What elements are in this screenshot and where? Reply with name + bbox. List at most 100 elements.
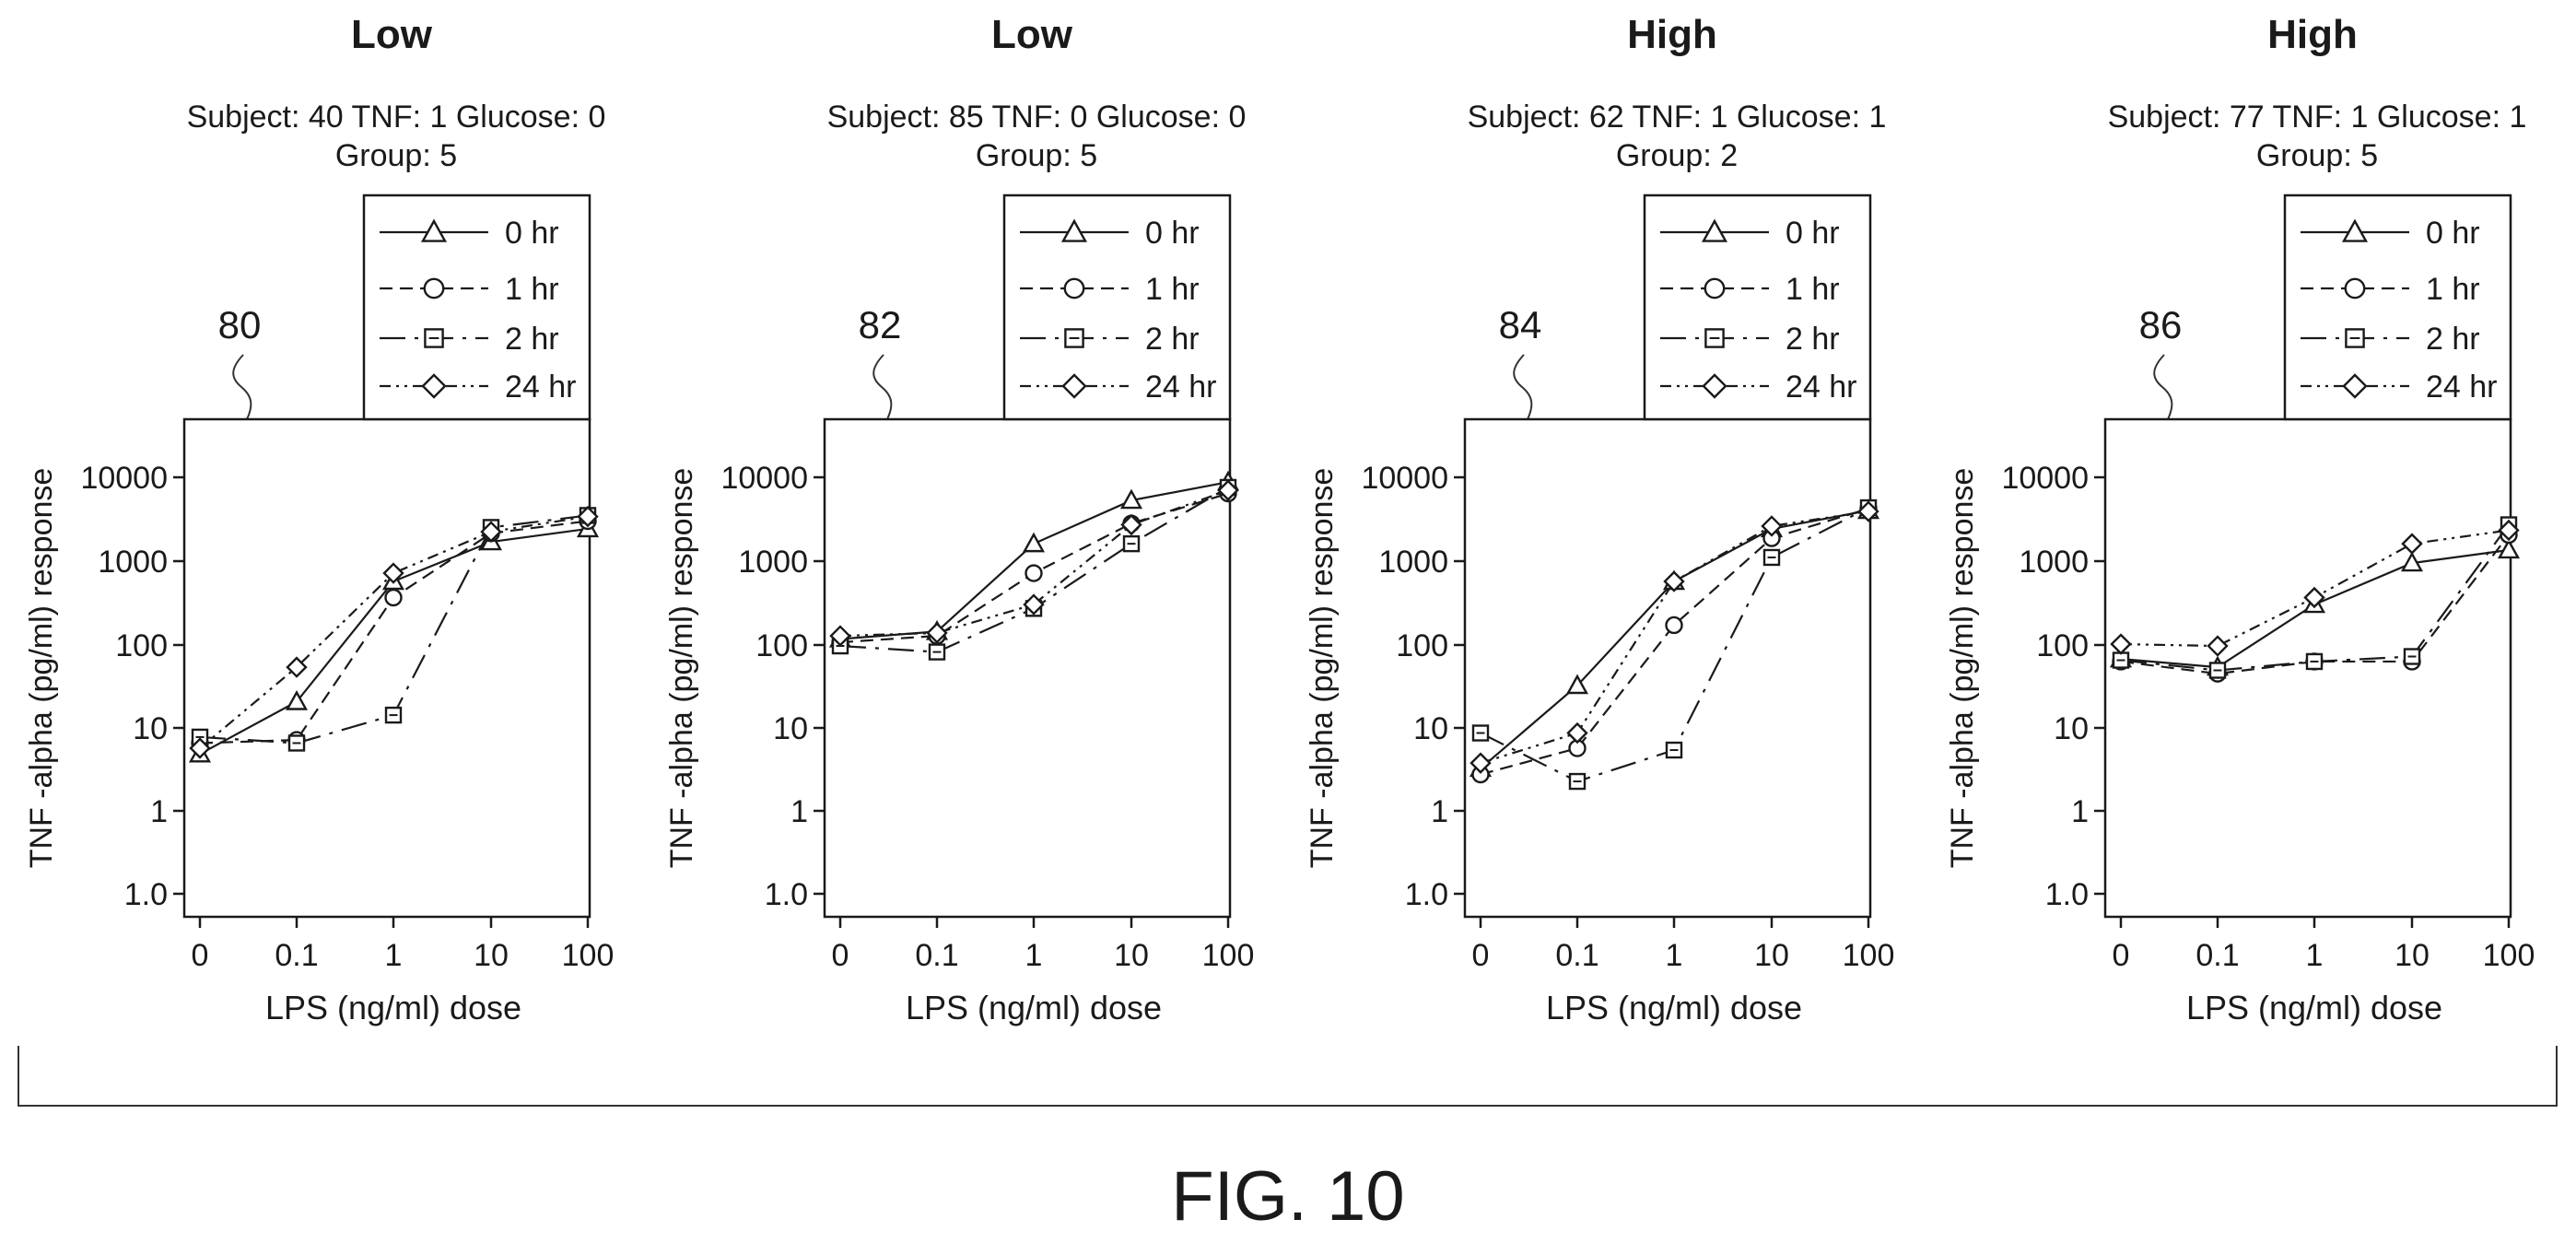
x-tick-label: 1 bbox=[1025, 938, 1043, 973]
data-point bbox=[1566, 721, 1588, 745]
legend-swatch-marker-triangle bbox=[1060, 218, 1088, 242]
data-point bbox=[1022, 532, 1046, 553]
data-point bbox=[2207, 635, 2229, 657]
chart-subtitle-line1: Subject: 62 TNF: 1 Glucose: 1 bbox=[1468, 100, 1887, 135]
legend-swatch-marker-triangle bbox=[2341, 218, 2369, 242]
data-point bbox=[1471, 724, 1490, 742]
y-tick-label: 10 bbox=[2054, 711, 2089, 746]
legend-label: 0 hr bbox=[1145, 216, 1200, 251]
legend-swatch-marker-diamond bbox=[421, 373, 447, 399]
legend-label: 1 hr bbox=[1145, 272, 1200, 307]
data-point bbox=[1761, 515, 1783, 537]
legend-label: 1 hr bbox=[2426, 272, 2480, 307]
figure-caption: FIG. 10 bbox=[1171, 1157, 1405, 1236]
data-point bbox=[926, 622, 948, 644]
chart-subtitle-line2: Group: 5 bbox=[976, 138, 1097, 173]
legend-swatch-marker-square bbox=[2345, 328, 2365, 348]
data-point bbox=[1565, 674, 1589, 695]
legend: 0 hr 1 hr 2 hr 24 hr bbox=[1002, 193, 1232, 421]
x-axis-label: LPS (ng/ml) dose bbox=[265, 989, 521, 1026]
y-tick-label: 100 bbox=[115, 628, 168, 663]
legend-label: 24 hr bbox=[2426, 369, 2498, 405]
reference-leader-line bbox=[872, 354, 893, 420]
data-point bbox=[2497, 538, 2521, 559]
y-axis-label: TNF -alpha (pg/ml) response bbox=[1945, 468, 1980, 869]
data-point bbox=[1023, 593, 1045, 616]
series-line bbox=[1480, 507, 1869, 783]
data-point bbox=[189, 737, 211, 759]
x-tick-label: 10 bbox=[474, 938, 509, 973]
reference-numeral: 84 bbox=[1499, 303, 1542, 346]
plot-frame bbox=[182, 417, 591, 919]
series-24-hr bbox=[829, 479, 1239, 647]
x-tick-label: 0 bbox=[2113, 938, 2130, 973]
legend-label: 2 hr bbox=[1145, 322, 1200, 357]
data-point bbox=[1119, 488, 1143, 510]
data-point bbox=[1217, 479, 1239, 501]
legend-swatch-marker-diamond bbox=[2342, 373, 2368, 399]
series-24-hr bbox=[1469, 500, 1879, 774]
legend-swatch-marker-diamond bbox=[1061, 373, 1087, 399]
legend-label: 2 hr bbox=[2426, 322, 2480, 357]
x-tick-label: 1 bbox=[385, 938, 403, 973]
data-point bbox=[1568, 772, 1587, 791]
y-axis-label: TNF -alpha (pg/ml) response bbox=[24, 468, 59, 869]
reference-leader-line bbox=[232, 354, 252, 420]
reference-numeral: 82 bbox=[859, 303, 902, 346]
legend-label: 0 hr bbox=[2426, 216, 2480, 251]
x-tick-label: 0 bbox=[832, 938, 849, 973]
chart-title: High bbox=[2267, 12, 2358, 57]
chart-title: High bbox=[1627, 12, 1717, 57]
data-point bbox=[2305, 652, 2324, 671]
x-tick-label: 10 bbox=[1114, 938, 1149, 973]
data-point bbox=[2403, 648, 2421, 665]
legend-swatch-marker-circle bbox=[2344, 277, 2366, 299]
data-point bbox=[2303, 586, 2325, 609]
series-line bbox=[1480, 509, 1869, 769]
data-point bbox=[1762, 548, 1781, 567]
legend-swatch-marker-triangle bbox=[1701, 218, 1728, 242]
data-point bbox=[2112, 651, 2130, 669]
data-point bbox=[1665, 741, 1683, 759]
reference-leader-line bbox=[2153, 354, 2173, 420]
legend-swatch-marker-triangle bbox=[420, 218, 448, 242]
series-24-hr bbox=[2110, 519, 2520, 657]
legend: 0 hr 1 hr 2 hr 24 hr bbox=[1643, 193, 1872, 421]
x-tick-label: 10 bbox=[2395, 938, 2430, 973]
data-point bbox=[382, 562, 404, 584]
y-tick-label: 10000 bbox=[720, 461, 808, 496]
data-point bbox=[287, 734, 306, 752]
legend-label: 24 hr bbox=[505, 369, 577, 405]
series-line bbox=[1480, 507, 1869, 776]
plot-frame bbox=[1463, 417, 1872, 919]
y-tick-label: 1000 bbox=[98, 545, 168, 580]
y-axis-label: TNF -alpha (pg/ml) response bbox=[664, 468, 699, 869]
data-point bbox=[1122, 534, 1141, 553]
series-line bbox=[839, 489, 1229, 638]
y-tick-label: 1000 bbox=[738, 545, 808, 580]
chart-subtitle-line1: Subject: 85 TNF: 0 Glucose: 0 bbox=[827, 100, 1247, 135]
legend-label: 0 hr bbox=[1786, 216, 1840, 251]
data-point bbox=[1469, 752, 1492, 774]
data-point bbox=[286, 656, 308, 678]
y-tick-label: 1000 bbox=[1378, 545, 1448, 580]
y-tick-label: 1.0 bbox=[124, 877, 168, 912]
x-tick-label: 0.1 bbox=[915, 938, 958, 973]
x-axis-label: LPS (ng/ml) dose bbox=[906, 989, 1162, 1026]
legend-swatch-marker-square bbox=[1704, 328, 1725, 348]
legend-swatch-marker-circle bbox=[1063, 277, 1085, 299]
legend: 0 hr 1 hr 2 hr 24 hr bbox=[362, 193, 591, 421]
y-tick-label: 1.0 bbox=[1405, 877, 1448, 912]
y-tick-label: 1 bbox=[150, 794, 168, 829]
y-tick-label: 10000 bbox=[2001, 461, 2089, 496]
data-point bbox=[928, 643, 946, 661]
data-point bbox=[384, 706, 403, 724]
legend-label: 24 hr bbox=[1786, 369, 1857, 405]
x-tick-label: 1 bbox=[2306, 938, 2324, 973]
data-point bbox=[384, 588, 403, 607]
series-line bbox=[199, 515, 589, 749]
y-tick-label: 1 bbox=[2071, 794, 2089, 829]
